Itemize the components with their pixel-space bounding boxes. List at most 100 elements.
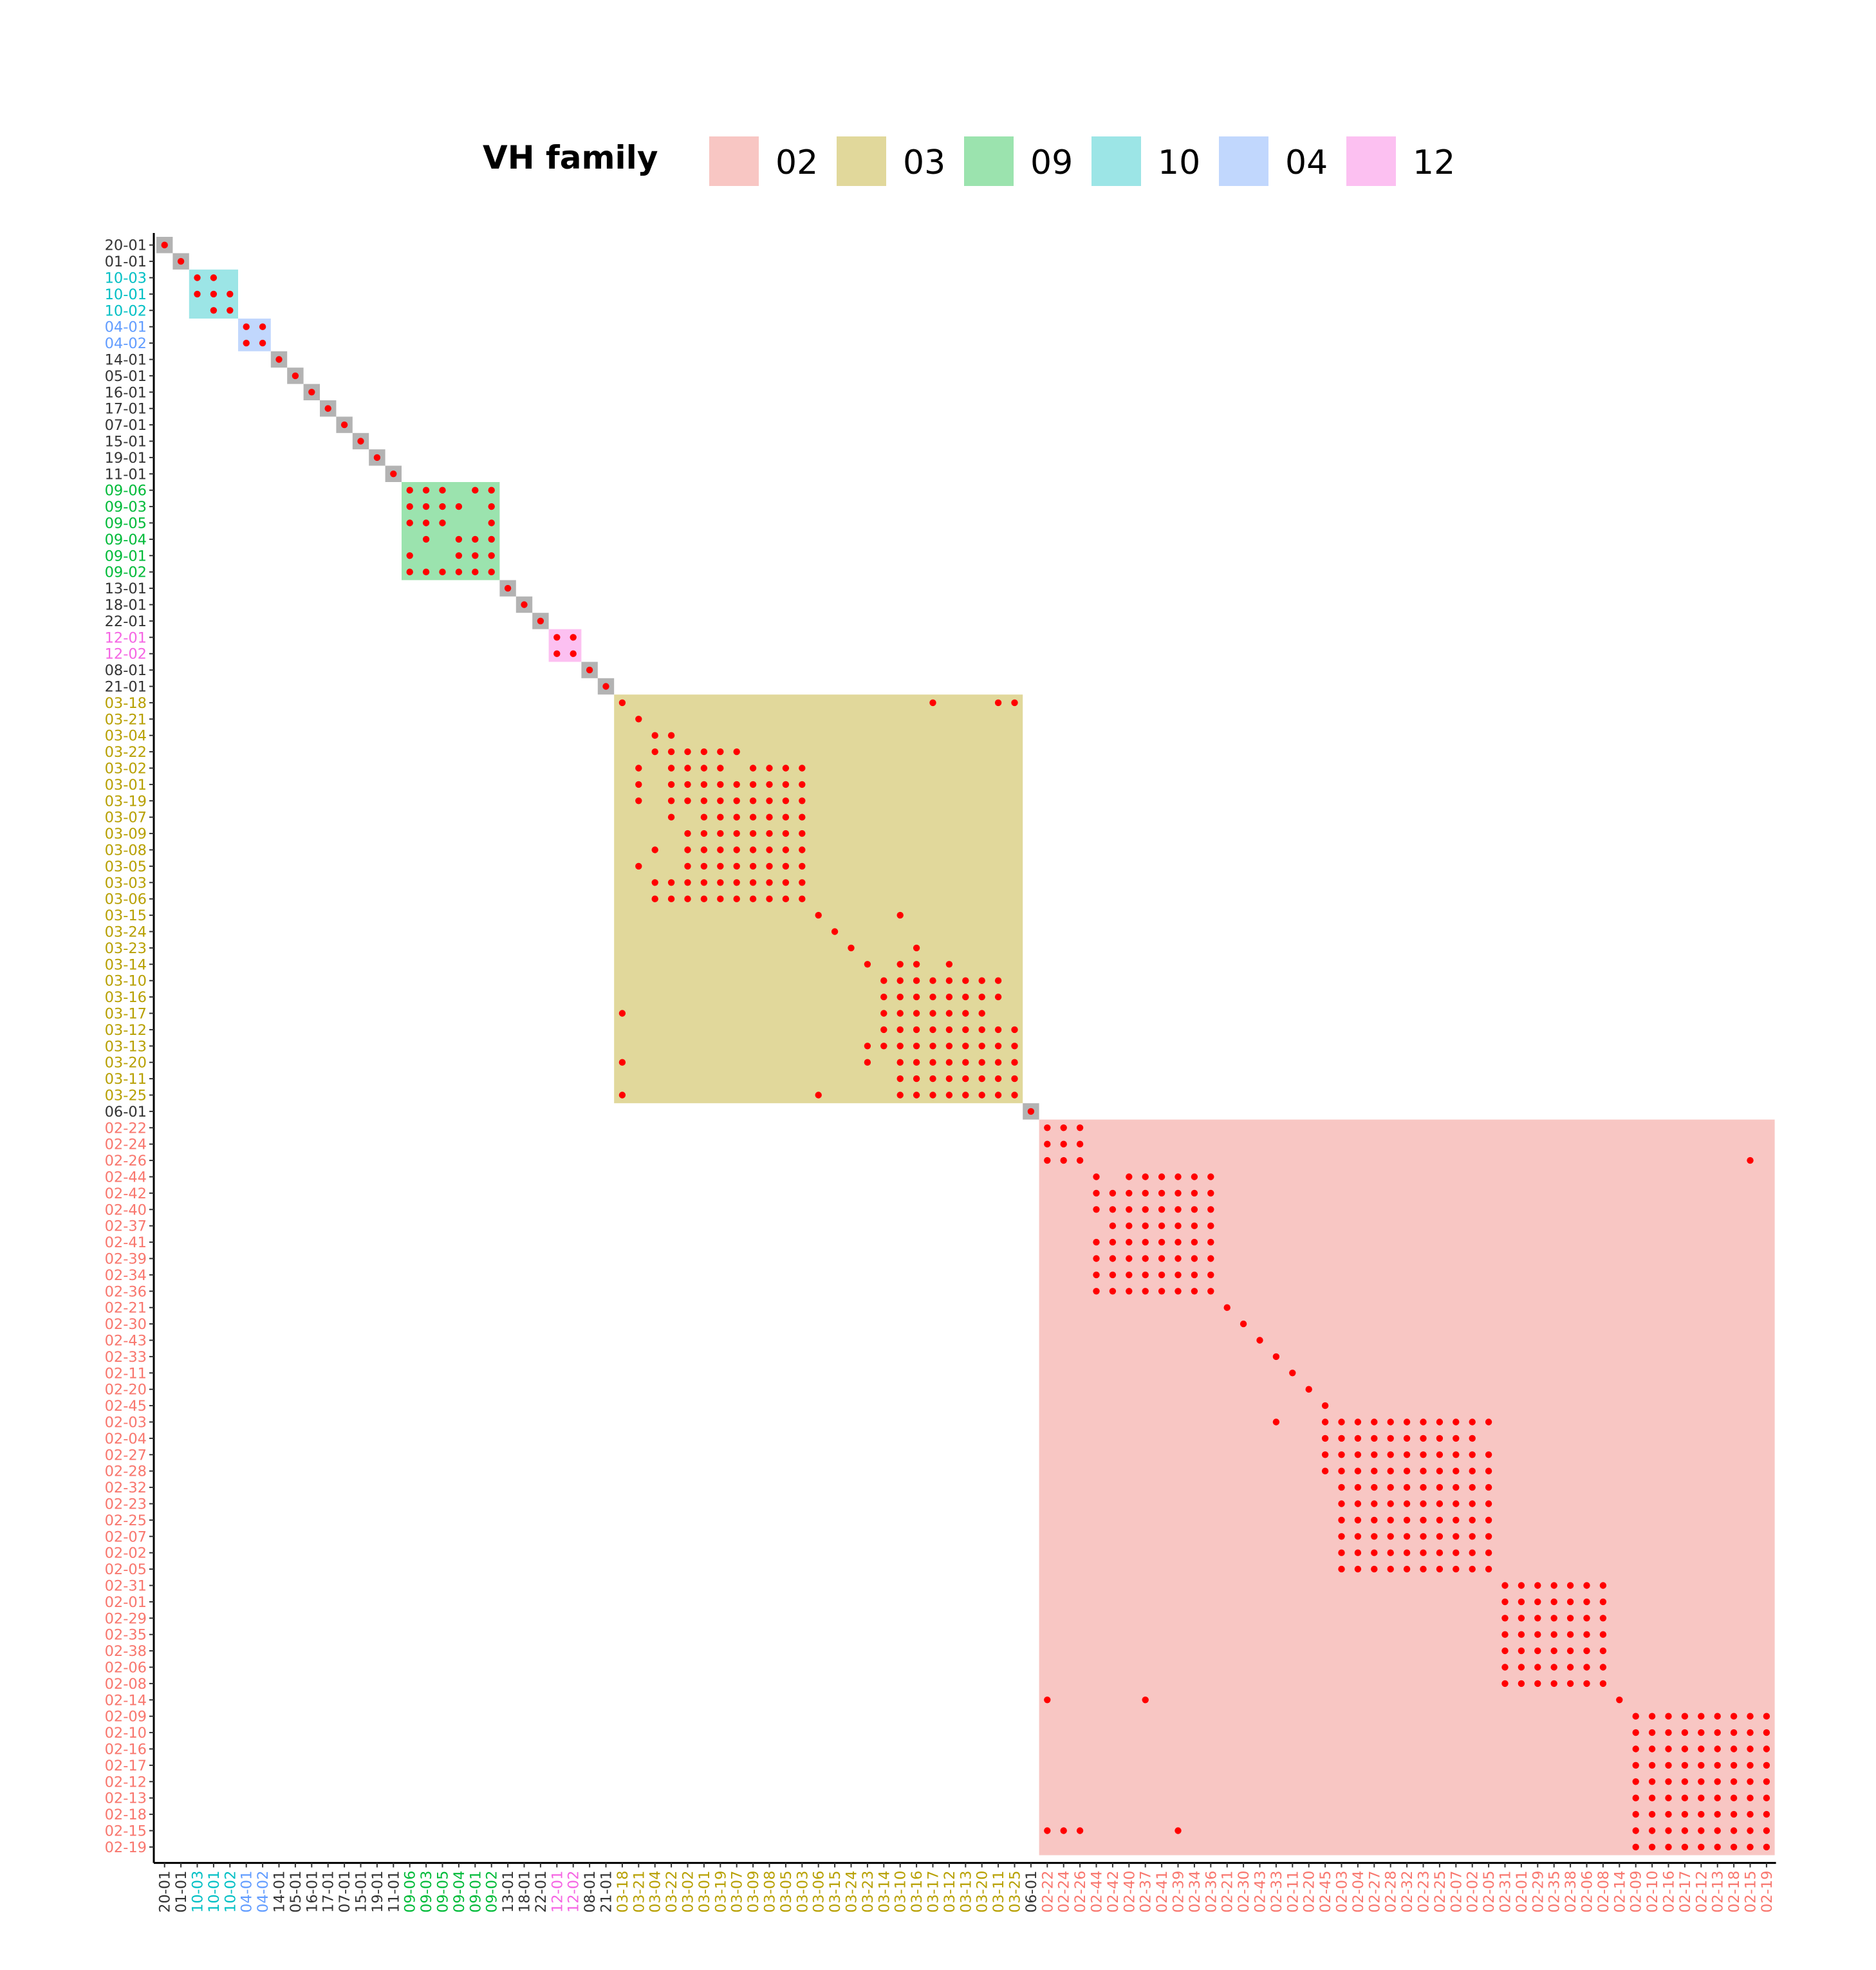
dot-02-08-02-01 [1518,1680,1525,1687]
dot-02-23-02-28 [1387,1500,1394,1507]
dot-03-14-03-23 [864,961,871,968]
dot-02-25-02-27 [1371,1516,1378,1524]
y-tick-label-02-43: 02-43 [105,1333,147,1350]
dot-03-03-03-09 [749,879,757,886]
dot-02-41-02-42 [1109,1238,1117,1246]
dot-03-25-03-17 [929,1092,936,1099]
dot-02-37-02-36 [1207,1222,1214,1229]
dot-03-16-03-12 [945,993,953,1001]
legend-swatch-04 [1219,136,1268,186]
dot-02-37-02-41 [1158,1222,1166,1229]
dot-03-06-03-22 [667,895,675,902]
dot-02-29-02-06 [1583,1615,1590,1622]
y-tick-label-02-09: 02-09 [105,1709,147,1725]
x-tick-label-03-07: 03-07 [729,1871,746,1913]
dot-02-28-02-23 [1420,1467,1427,1474]
x-tick-label-02-45: 02-45 [1317,1871,1334,1913]
x-tick-label-02-38: 02-38 [1563,1871,1579,1913]
y-tick-label-03-01: 03-01 [105,777,147,794]
dot-02-01-02-31 [1501,1598,1509,1606]
dot-02-31-02-35 [1550,1582,1557,1589]
dot-02-15-02-10 [1648,1827,1656,1834]
dot-14-01-14-01 [275,356,283,363]
dot-03-13-03-12 [945,1043,953,1050]
dot-03-09-03-07 [733,830,740,837]
dot-03-02-03-08 [766,765,773,772]
x-tick-label-17-01: 17-01 [320,1871,337,1913]
dot-03-13-03-13 [962,1043,969,1050]
dot-03-05-03-07 [733,862,740,870]
y-tick-label-02-24: 02-24 [105,1137,147,1153]
y-tick-label-03-17: 03-17 [105,1006,147,1023]
dot-02-34-02-44 [1093,1271,1100,1279]
dot-03-07-03-08 [766,813,773,821]
y-tick-label-02-16: 02-16 [105,1742,147,1758]
dot-02-09-02-15 [1747,1713,1754,1720]
y-tick-label-02-41: 02-41 [105,1234,147,1251]
dot-02-26-02-15 [1747,1157,1754,1164]
dot-02-32-02-05 [1485,1483,1492,1491]
x-tick-label-03-09: 03-09 [745,1871,762,1913]
dot-02-18-02-19 [1763,1810,1770,1818]
dot-09-03-09-02 [488,503,495,510]
dot-03-25-03-13 [962,1092,969,1099]
dot-09-05-09-06 [406,519,413,526]
dot-03-17-03-16 [913,1010,920,1017]
dot-02-16-02-13 [1714,1745,1721,1752]
legend-label-12: 12 [1413,144,1455,182]
x-tick-label-08-01: 08-01 [582,1871,599,1913]
dot-09-03-09-03 [422,503,430,510]
dot-10-02-10-02 [227,307,234,314]
dot-02-25-02-28 [1387,1516,1394,1524]
x-tick-label-21-01: 21-01 [599,1871,615,1913]
x-tick-label-02-35: 02-35 [1546,1871,1563,1913]
dot-16-01-16-01 [308,389,315,396]
dot-01-01-01-01 [177,257,185,265]
dot-02-37-02-34 [1191,1222,1198,1229]
dot-09-02-09-06 [406,568,413,575]
x-tick-label-11-01: 11-01 [385,1871,402,1913]
dot-02-15-02-12 [1698,1827,1705,1834]
x-tick-label-02-16: 02-16 [1661,1871,1678,1913]
y-tick-label-03-14: 03-14 [105,956,147,973]
dot-02-08-02-38 [1566,1680,1574,1687]
dot-02-29-02-08 [1599,1615,1607,1622]
dot-02-04-02-25 [1436,1435,1444,1442]
y-tick-label-03-10: 03-10 [105,973,147,990]
dot-02-24-02-24 [1060,1140,1067,1148]
dot-02-42-02-39 [1175,1189,1182,1197]
x-tick-label-13-01: 13-01 [500,1871,517,1913]
dot-12-02-12-02 [570,650,577,657]
dot-02-08-02-35 [1550,1680,1557,1687]
dot-02-32-02-23 [1420,1483,1427,1491]
dot-02-01-02-08 [1599,1598,1607,1606]
y-tick-label-03-15: 03-15 [105,907,147,924]
x-tick-label-10-02: 10-02 [222,1871,239,1913]
dot-09-01-09-01 [472,552,479,559]
dot-03-25-03-06 [815,1092,822,1099]
dot-02-37-02-39 [1175,1222,1182,1229]
dot-02-07-02-02 [1469,1533,1476,1540]
dot-03-09-03-03 [799,830,806,837]
dot-02-09-02-16 [1665,1713,1672,1720]
dot-02-39-02-36 [1207,1255,1214,1262]
x-tick-label-02-37: 02-37 [1138,1871,1155,1913]
dot-03-02-03-05 [782,765,790,772]
dot-03-06-03-03 [799,895,806,902]
dot-09-03-09-05 [439,503,446,510]
dot-03-08-03-01 [700,846,708,853]
dot-02-10-02-16 [1665,1729,1672,1736]
dot-03-06-03-04 [651,895,658,902]
dot-03-10-03-17 [929,977,936,984]
legend-label-02: 02 [775,144,818,182]
x-tick-label-02-03: 02-03 [1334,1871,1351,1913]
dot-02-28-02-07 [1453,1467,1460,1474]
dot-03-04-03-22 [667,732,675,739]
dot-02-03-02-05 [1485,1418,1492,1426]
dot-02-03-02-27 [1371,1418,1378,1426]
x-tick-label-02-04: 02-04 [1350,1871,1367,1913]
dot-03-16-03-10 [896,993,904,1001]
dot-02-17-02-09 [1632,1761,1639,1769]
dot-03-14-03-16 [913,961,920,968]
